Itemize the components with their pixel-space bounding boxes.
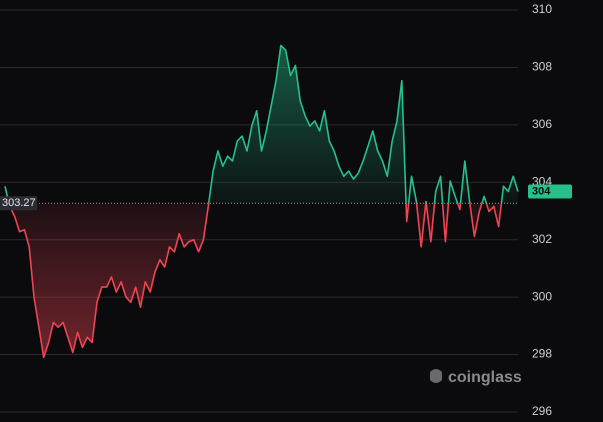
y-tick-label: 296	[532, 404, 552, 418]
last-price-box	[528, 184, 572, 199]
watermark-icon	[430, 369, 442, 383]
y-tick-label: 300	[532, 289, 552, 303]
y-tick-label: 298	[532, 347, 552, 361]
last-price-label: 304	[532, 185, 551, 197]
watermark-text: coinglass	[448, 369, 522, 386]
y-tick-label: 306	[532, 117, 552, 131]
area	[5, 45, 518, 358]
baseline-label: 303.27	[2, 197, 36, 209]
watermark: coinglass	[430, 369, 522, 386]
y-tick-label: 308	[532, 60, 552, 74]
price-line	[4, 44, 519, 359]
baseline-label-box	[0, 196, 37, 211]
y-tick-label: 302	[532, 232, 552, 246]
y-tick-label: 310	[532, 2, 552, 16]
